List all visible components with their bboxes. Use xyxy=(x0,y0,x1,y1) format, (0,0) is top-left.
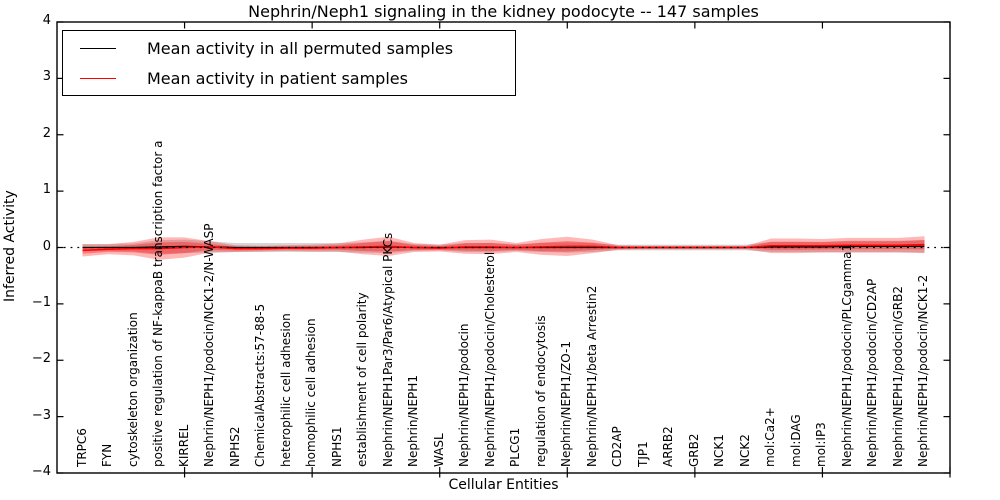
x-category-label: TJP1 xyxy=(635,441,650,467)
x-category-label: NPHS2 xyxy=(227,426,242,468)
x-category-label: WASL xyxy=(431,433,446,467)
y-tick-label: −3 xyxy=(31,407,51,423)
y-tick-label: 3 xyxy=(42,69,51,85)
x-category-label: Nephrin/NEPH1/podocin/GRB2 xyxy=(890,286,905,467)
x-category-label: heterophilic cell adhesion xyxy=(278,313,293,467)
x-category-label: Nephrin/NEPH1Par3/Par6/Atypical PKCs xyxy=(380,232,395,467)
x-category-label: Nephrin/NEPH1/podocin/PLCgamma1 xyxy=(839,243,854,467)
legend-entry: Mean activity in all permuted samples xyxy=(63,36,515,60)
legend-label: Mean activity in patient samples xyxy=(147,68,408,88)
x-category-label: Nephrin/NEPH1/beta Arrestin2 xyxy=(584,285,599,467)
x-category-label: Nephrin/NEPH1/ZO-1 xyxy=(559,341,574,467)
x-category-label: GRB2 xyxy=(686,433,701,467)
y-tick-label: −1 xyxy=(31,294,51,310)
legend-line-sample xyxy=(80,77,116,79)
legend-line-sample xyxy=(80,47,116,49)
x-category-label: NCK2 xyxy=(737,434,752,467)
x-category-label: Nephrin/NEPH1/podocin/NCK1-2 xyxy=(916,274,931,467)
x-category-label: PLCG1 xyxy=(508,427,523,467)
x-category-label: FYN xyxy=(100,443,115,467)
x-category-label: ARRB2 xyxy=(661,426,676,467)
y-tick-label: 2 xyxy=(42,125,51,141)
x-category-label: Nephrin/NEPH1/podocin/NCK1-2/N-WASP xyxy=(202,223,217,467)
x-category-label: Nephrin/NEPH1 xyxy=(406,375,421,467)
x-category-label: CD2AP xyxy=(610,426,625,467)
x-category-label: Nephrin/NEPH1/podocin/CD2AP xyxy=(865,278,880,467)
x-category-label: ChemicalAbstracts:57-88-5 xyxy=(253,303,268,467)
legend: Mean activity in all permuted samples Mea… xyxy=(62,30,516,96)
y-tick-label: −2 xyxy=(31,351,51,367)
legend-label: Mean activity in all permuted samples xyxy=(147,38,454,58)
x-category-label: Nephrin/NEPH1/podocin/Cholesterol xyxy=(482,251,497,467)
y-tick-label: 1 xyxy=(42,182,51,198)
x-axis-title: Cellular Entities xyxy=(448,477,559,493)
x-category-label: mol:Ca2+ xyxy=(763,407,778,467)
legend-entry: Mean activity in patient samples xyxy=(63,66,515,90)
x-category-label: NCK1 xyxy=(712,434,727,467)
x-category-label: KIRREL xyxy=(176,424,191,467)
x-category-label: Nephrin/NEPH1/podocin xyxy=(457,323,472,467)
y-tick-label: 0 xyxy=(42,238,51,254)
x-category-label: mol:DAG xyxy=(788,414,803,467)
y-tick-label: 4 xyxy=(42,13,51,28)
x-category-label: positive regulation of NF-kappaB transcr… xyxy=(151,140,166,467)
x-category-label: TRPC6 xyxy=(74,428,89,467)
x-category-label: homophilic cell adhesion xyxy=(304,318,319,467)
chart-title: Nephrin/Neph1 signaling in the kidney po… xyxy=(248,2,759,21)
x-category-label: cytoskeleton organization xyxy=(125,312,140,467)
y-tick-label: −4 xyxy=(31,464,51,479)
x-category-label: NPHS1 xyxy=(329,426,344,468)
x-category-label: mol:IP3 xyxy=(814,422,829,467)
patient-mean-line xyxy=(82,243,925,252)
x-category-label: establishment of cell polarity xyxy=(355,292,370,467)
x-category-label: regulation of endocytosis xyxy=(533,315,548,467)
